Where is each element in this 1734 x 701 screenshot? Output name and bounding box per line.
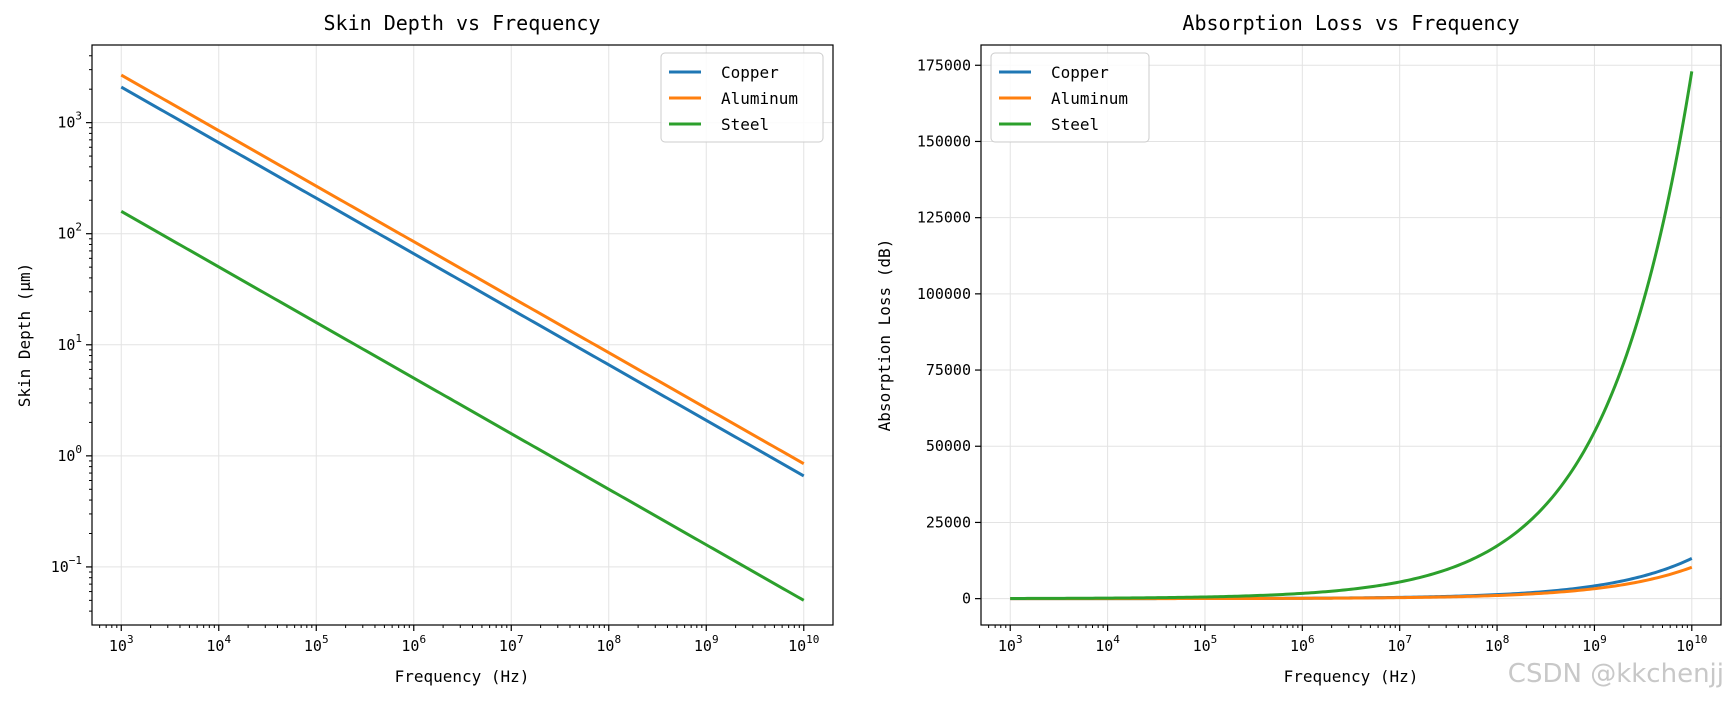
absorption-loss-y-tick-label: 125000	[917, 209, 971, 227]
skin-depth-x-tick-label: 107	[499, 633, 524, 655]
absorption-loss-y-tick-label: 100000	[917, 285, 971, 303]
absorption-loss-series-steel	[1010, 71, 1694, 600]
skin-depth-legend: Copper Aluminum Steel	[660, 52, 824, 143]
skin-depth-x-tick-label: 105	[304, 633, 329, 655]
absorption-loss-x-ticks: 103 104 105 106 107 108 109 1010	[988, 625, 1707, 655]
skin-depth-y-tick-label: 102	[57, 221, 82, 243]
skin-depth-series	[120, 73, 805, 602]
absorption-loss-x-tick-label: 107	[1387, 633, 1412, 655]
absorption-loss-chart: Absorption Loss vs Frequency 103 104 105 10…	[875, 11, 1722, 686]
skin-depth-y-tick-label: 100	[57, 443, 82, 465]
skin-depth-legend-label-steel: Steel	[721, 115, 769, 134]
skin-depth-series-aluminum	[120, 73, 805, 465]
skin-depth-x-tick-label: 109	[694, 633, 719, 655]
absorption-loss-grid	[981, 45, 1721, 625]
absorption-loss-x-tick-label: 1010	[1676, 633, 1707, 655]
absorption-loss-series-copper	[1010, 557, 1693, 601]
absorption-loss-x-label: Frequency (Hz)	[1284, 667, 1419, 686]
skin-depth-plot-area	[91, 44, 834, 626]
skin-depth-x-tick-label: 1010	[788, 633, 819, 655]
skin-depth-chart: Skin Depth vs Frequency 103 104 105 106 107 1…	[15, 11, 834, 686]
skin-depth-x-tick-label: 106	[401, 633, 426, 655]
skin-depth-x-label: Frequency (Hz)	[395, 667, 530, 686]
absorption-loss-x-tick-label: 104	[1095, 633, 1120, 655]
absorption-loss-plot-area	[980, 44, 1722, 626]
skin-depth-legend-box	[660, 52, 824, 143]
absorption-loss-x-tick-label: 106	[1290, 633, 1315, 655]
skin-depth-x-tick-label: 104	[206, 633, 231, 655]
skin-depth-x-ticks: 103 104 105 106 107 108 109 1010	[99, 625, 819, 655]
absorption-loss-legend-box	[990, 52, 1150, 143]
absorption-loss-x-tick-label: 105	[1193, 633, 1218, 655]
skin-depth-x-tick-label: 108	[596, 633, 621, 655]
absorption-loss-y-ticks: 0 25000 50000 75000 100000 125000 150000 175000	[917, 56, 981, 608]
absorption-loss-legend-label-copper: Copper	[1051, 63, 1109, 82]
absorption-loss-y-tick-label: 150000	[917, 132, 971, 150]
skin-depth-series-copper	[120, 85, 805, 478]
absorption-loss-y-tick-label: 75000	[926, 361, 971, 379]
absorption-loss-y-tick-label: 25000	[926, 513, 971, 531]
skin-depth-series-steel	[120, 210, 805, 602]
skin-depth-legend-label-copper: Copper	[721, 63, 779, 82]
absorption-loss-y-label: Absorption Loss (dB)	[875, 239, 894, 432]
skin-depth-x-tick-label: 103	[109, 633, 134, 655]
watermark-text: CSDN @kkchenjj	[1508, 659, 1724, 689]
absorption-loss-x-tick-label: 103	[998, 633, 1023, 655]
skin-depth-y-label: Skin Depth (μm)	[15, 263, 34, 408]
absorption-loss-legend: Copper Aluminum Steel	[990, 52, 1150, 143]
skin-depth-title: Skin Depth vs Frequency	[324, 11, 601, 35]
absorption-loss-title: Absorption Loss vs Frequency	[1182, 11, 1519, 35]
absorption-loss-x-tick-label: 108	[1485, 633, 1510, 655]
absorption-loss-series	[1010, 71, 1694, 601]
absorption-loss-y-tick-label: 50000	[926, 437, 971, 455]
absorption-loss-legend-label-aluminum: Aluminum	[1051, 89, 1128, 108]
absorption-loss-y-tick-label: 175000	[917, 56, 971, 74]
absorption-loss-x-tick-label: 109	[1582, 633, 1607, 655]
absorption-loss-legend-label-steel: Steel	[1051, 115, 1099, 134]
absorption-loss-series-aluminum	[1010, 565, 1693, 601]
absorption-loss-y-tick-label: 0	[962, 590, 971, 608]
skin-depth-legend-label-aluminum: Aluminum	[721, 89, 798, 108]
skin-depth-y-ticks: 10−1 100 101 102 103	[51, 55, 92, 612]
skin-depth-y-tick-label: 10−1	[51, 554, 82, 576]
skin-depth-y-tick-label: 101	[57, 332, 82, 354]
skin-depth-y-tick-label: 103	[57, 110, 82, 132]
